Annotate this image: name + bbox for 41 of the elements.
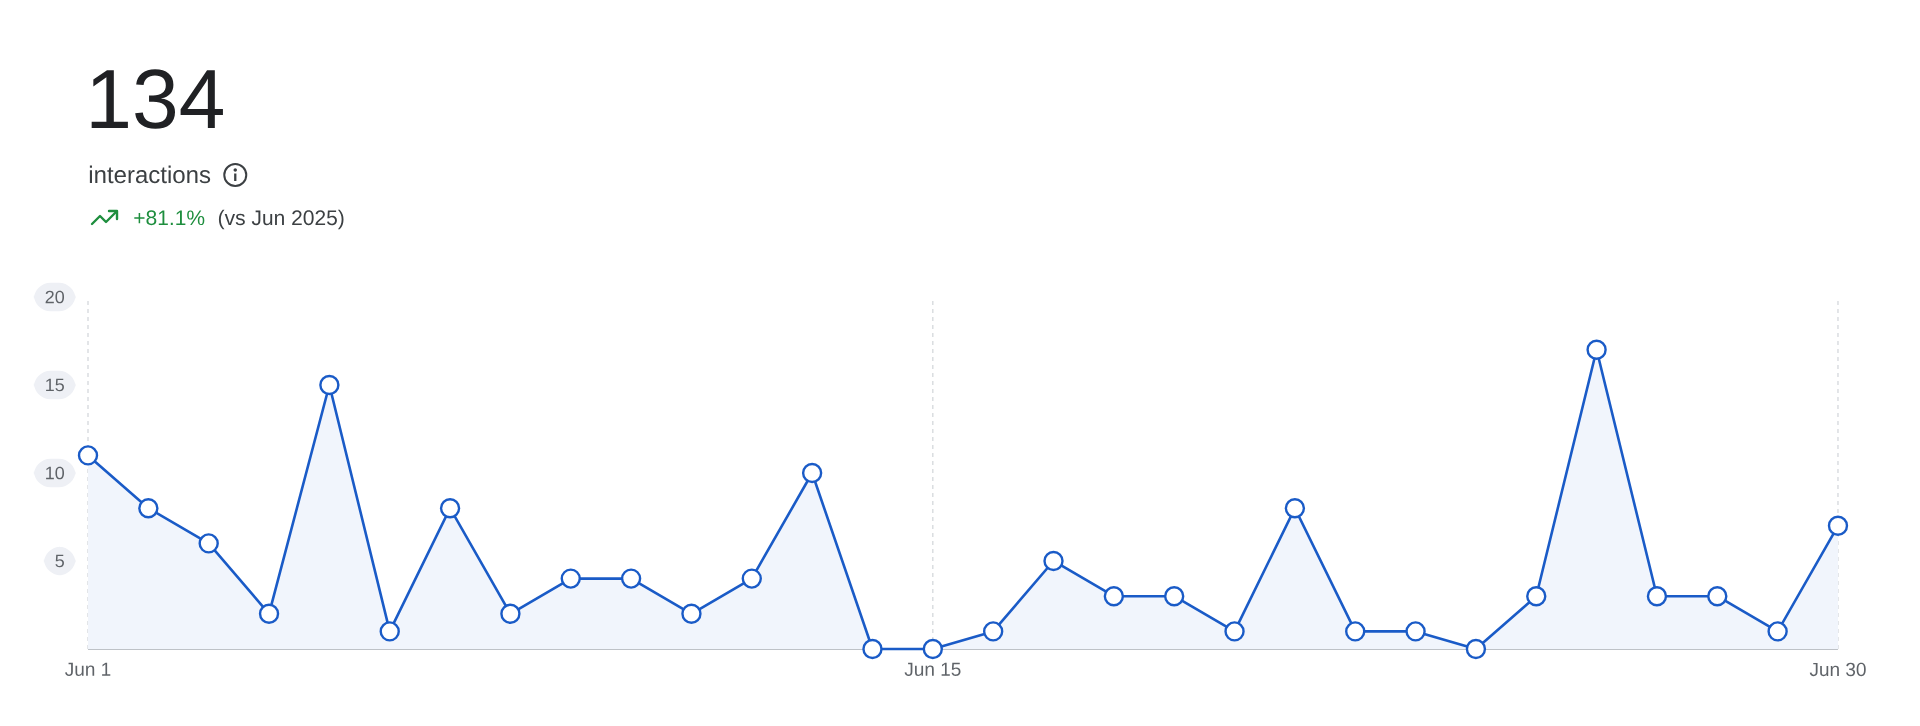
x-tick-label: Jun 15 <box>904 662 961 676</box>
point <box>1586 339 1607 360</box>
text: 134 <box>91 69 223 129</box>
point <box>982 621 1004 642</box>
x-tick-label: Jun 1 <box>65 662 111 676</box>
y-tick-label: 15 <box>46 378 64 392</box>
point <box>439 498 461 519</box>
text: +81.1% <box>134 210 205 226</box>
point <box>500 603 521 624</box>
y-tick-label: 5 <box>55 554 64 568</box>
point <box>741 568 762 589</box>
point <box>922 638 944 660</box>
point <box>1646 586 1668 607</box>
point <box>801 462 823 484</box>
point <box>1284 498 1306 519</box>
point <box>681 603 702 624</box>
x-tick-label: Jun 30 <box>1809 662 1866 677</box>
point <box>1767 621 1788 642</box>
y-tick-label: 10 <box>46 466 65 480</box>
point <box>1345 621 1366 642</box>
point <box>1827 515 1849 536</box>
point <box>198 533 219 554</box>
point <box>379 621 400 642</box>
point <box>138 498 159 519</box>
point <box>1164 586 1185 607</box>
point <box>560 568 581 589</box>
point <box>1526 586 1547 607</box>
point <box>862 638 883 660</box>
text: (vs Jun 2025) <box>218 209 344 230</box>
point <box>258 603 280 624</box>
point <box>1103 586 1125 607</box>
point <box>1405 621 1426 642</box>
y-tick-label: 20 <box>45 290 65 304</box>
point <box>620 568 642 589</box>
point <box>1043 550 1064 572</box>
point <box>77 445 99 466</box>
chart-title: interactions <box>89 165 211 184</box>
point <box>319 374 340 396</box>
point <box>1707 586 1728 607</box>
point <box>1224 621 1245 642</box>
point <box>1465 638 1487 660</box>
